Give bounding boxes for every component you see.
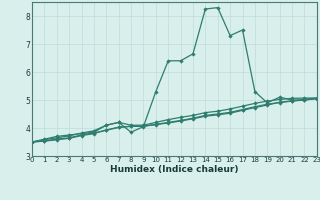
X-axis label: Humidex (Indice chaleur): Humidex (Indice chaleur) (110, 165, 239, 174)
